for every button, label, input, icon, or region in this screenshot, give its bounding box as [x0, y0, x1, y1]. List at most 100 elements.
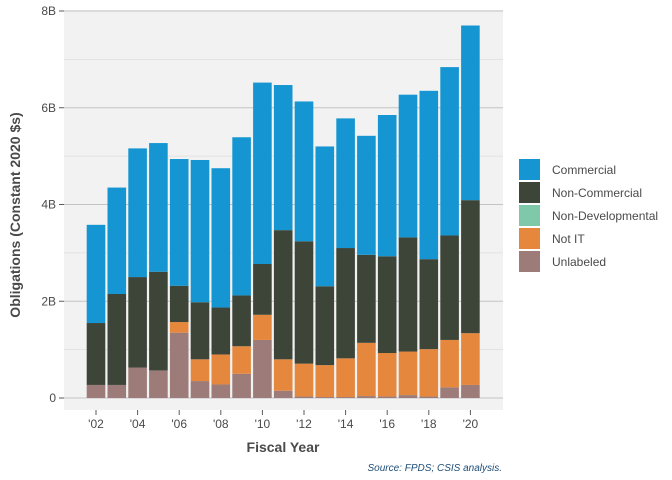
bar-segment — [273, 390, 293, 398]
y-axis-title: Obligations (Constant 2020 $s) — [7, 112, 23, 317]
bar-segment — [253, 82, 272, 265]
bar-segment — [211, 384, 231, 398]
legend-swatch — [519, 228, 540, 249]
y-tick-label: 4B — [41, 198, 56, 212]
bar-segment — [419, 349, 439, 397]
x-tick-label: '14 — [338, 417, 354, 431]
bar-segment — [357, 135, 376, 255]
y-tick-label: 6B — [41, 101, 56, 115]
bar-segment — [440, 339, 459, 388]
y-axis-ticks: 0 2B 4B 6B 8B — [41, 4, 64, 405]
x-tick-label: '20 — [463, 417, 479, 431]
x-tick-label: '08 — [213, 417, 229, 431]
bar-segment — [336, 397, 355, 398]
bar-segment — [398, 351, 418, 396]
bar-segment — [86, 224, 106, 324]
legend-label: Not IT — [552, 232, 585, 246]
bar-segment — [440, 67, 459, 236]
bar-segment — [377, 256, 397, 354]
bar-segment — [149, 271, 168, 371]
x-tick-label: '12 — [296, 417, 312, 431]
bar-segment — [419, 259, 439, 350]
bar-segment — [169, 159, 189, 286]
bar-segment — [211, 168, 231, 308]
x-axis-title: Fiscal Year — [247, 439, 320, 455]
bar-segment — [315, 365, 335, 398]
bars-layer — [86, 25, 480, 398]
bar-segment — [419, 90, 439, 260]
bar-segment — [336, 118, 355, 249]
bar-segment — [461, 333, 480, 385]
bar-segment — [232, 346, 251, 374]
bar-segment — [128, 148, 147, 278]
bar-segment — [336, 248, 355, 359]
bar-segment — [273, 359, 293, 391]
bar-segment — [86, 384, 106, 398]
bar-segment — [169, 322, 189, 333]
bar-segment — [169, 332, 189, 398]
x-axis-ticks: '02 '04 '06 '08 '10 '12 '14 '16 '18 '20 — [88, 410, 479, 431]
bar-segment — [461, 25, 480, 201]
x-tick-label: '10 — [255, 417, 271, 431]
bar-segment — [190, 159, 210, 303]
bar-segment — [107, 384, 127, 398]
y-tick-label: 8B — [41, 4, 56, 18]
bar-segment — [440, 387, 459, 398]
legend-label: Unlabeled — [552, 255, 606, 269]
x-tick-label: '18 — [421, 417, 437, 431]
bar-segment — [253, 264, 272, 315]
bar-segment — [232, 373, 251, 398]
bar-segment — [107, 293, 127, 385]
bar-segment — [398, 237, 418, 352]
bar-segment — [149, 370, 168, 398]
bar-segment — [273, 85, 293, 231]
legend-label: Commercial — [552, 163, 616, 177]
bar-segment — [357, 342, 376, 397]
bar-segment — [190, 302, 210, 360]
y-tick-label: 2B — [41, 294, 56, 308]
legend: Commercial Non-Commercial Non-Developmenta… — [519, 159, 658, 272]
bar-segment — [211, 354, 231, 385]
x-tick-label: '06 — [171, 417, 187, 431]
bar-segment — [190, 381, 210, 398]
bar-segment — [253, 314, 272, 340]
bar-segment — [149, 143, 168, 272]
y-tick-label: 0 — [49, 391, 56, 405]
bar-segment — [315, 397, 335, 398]
bar-segment — [377, 396, 397, 398]
bar-segment — [232, 295, 251, 347]
bar-segment — [398, 94, 418, 238]
bar-segment — [232, 137, 251, 296]
bar-segment — [294, 396, 314, 398]
bar-segment — [86, 323, 106, 385]
bar-segment — [461, 200, 480, 334]
source-caption: Source: FPDS; CSIS analysis. — [368, 463, 503, 474]
bar-segment — [253, 339, 272, 398]
bar-segment — [294, 241, 314, 364]
bar-segment — [294, 363, 314, 397]
legend-label: Non-Commercial — [552, 186, 642, 200]
legend-swatch — [519, 251, 540, 272]
bar-segment — [461, 384, 480, 398]
x-tick-label: '02 — [88, 417, 104, 431]
bar-segment — [419, 396, 439, 398]
x-tick-label: '16 — [379, 417, 395, 431]
bar-segment — [357, 254, 376, 343]
bar-segment — [440, 235, 459, 340]
bar-segment — [211, 307, 231, 355]
bar-segment — [107, 187, 127, 294]
bar-segment — [190, 359, 210, 382]
x-tick-label: '04 — [130, 417, 146, 431]
bar-segment — [294, 101, 314, 242]
bar-segment — [315, 286, 335, 366]
legend-swatch — [519, 205, 540, 226]
bar-segment — [128, 277, 147, 368]
bar-segment — [169, 285, 189, 323]
bar-segment — [273, 230, 293, 360]
bar-segment — [128, 367, 147, 398]
legend-swatch — [519, 182, 540, 203]
bar-segment — [377, 353, 397, 397]
bar-segment — [377, 115, 397, 257]
bar-segment — [398, 395, 418, 398]
